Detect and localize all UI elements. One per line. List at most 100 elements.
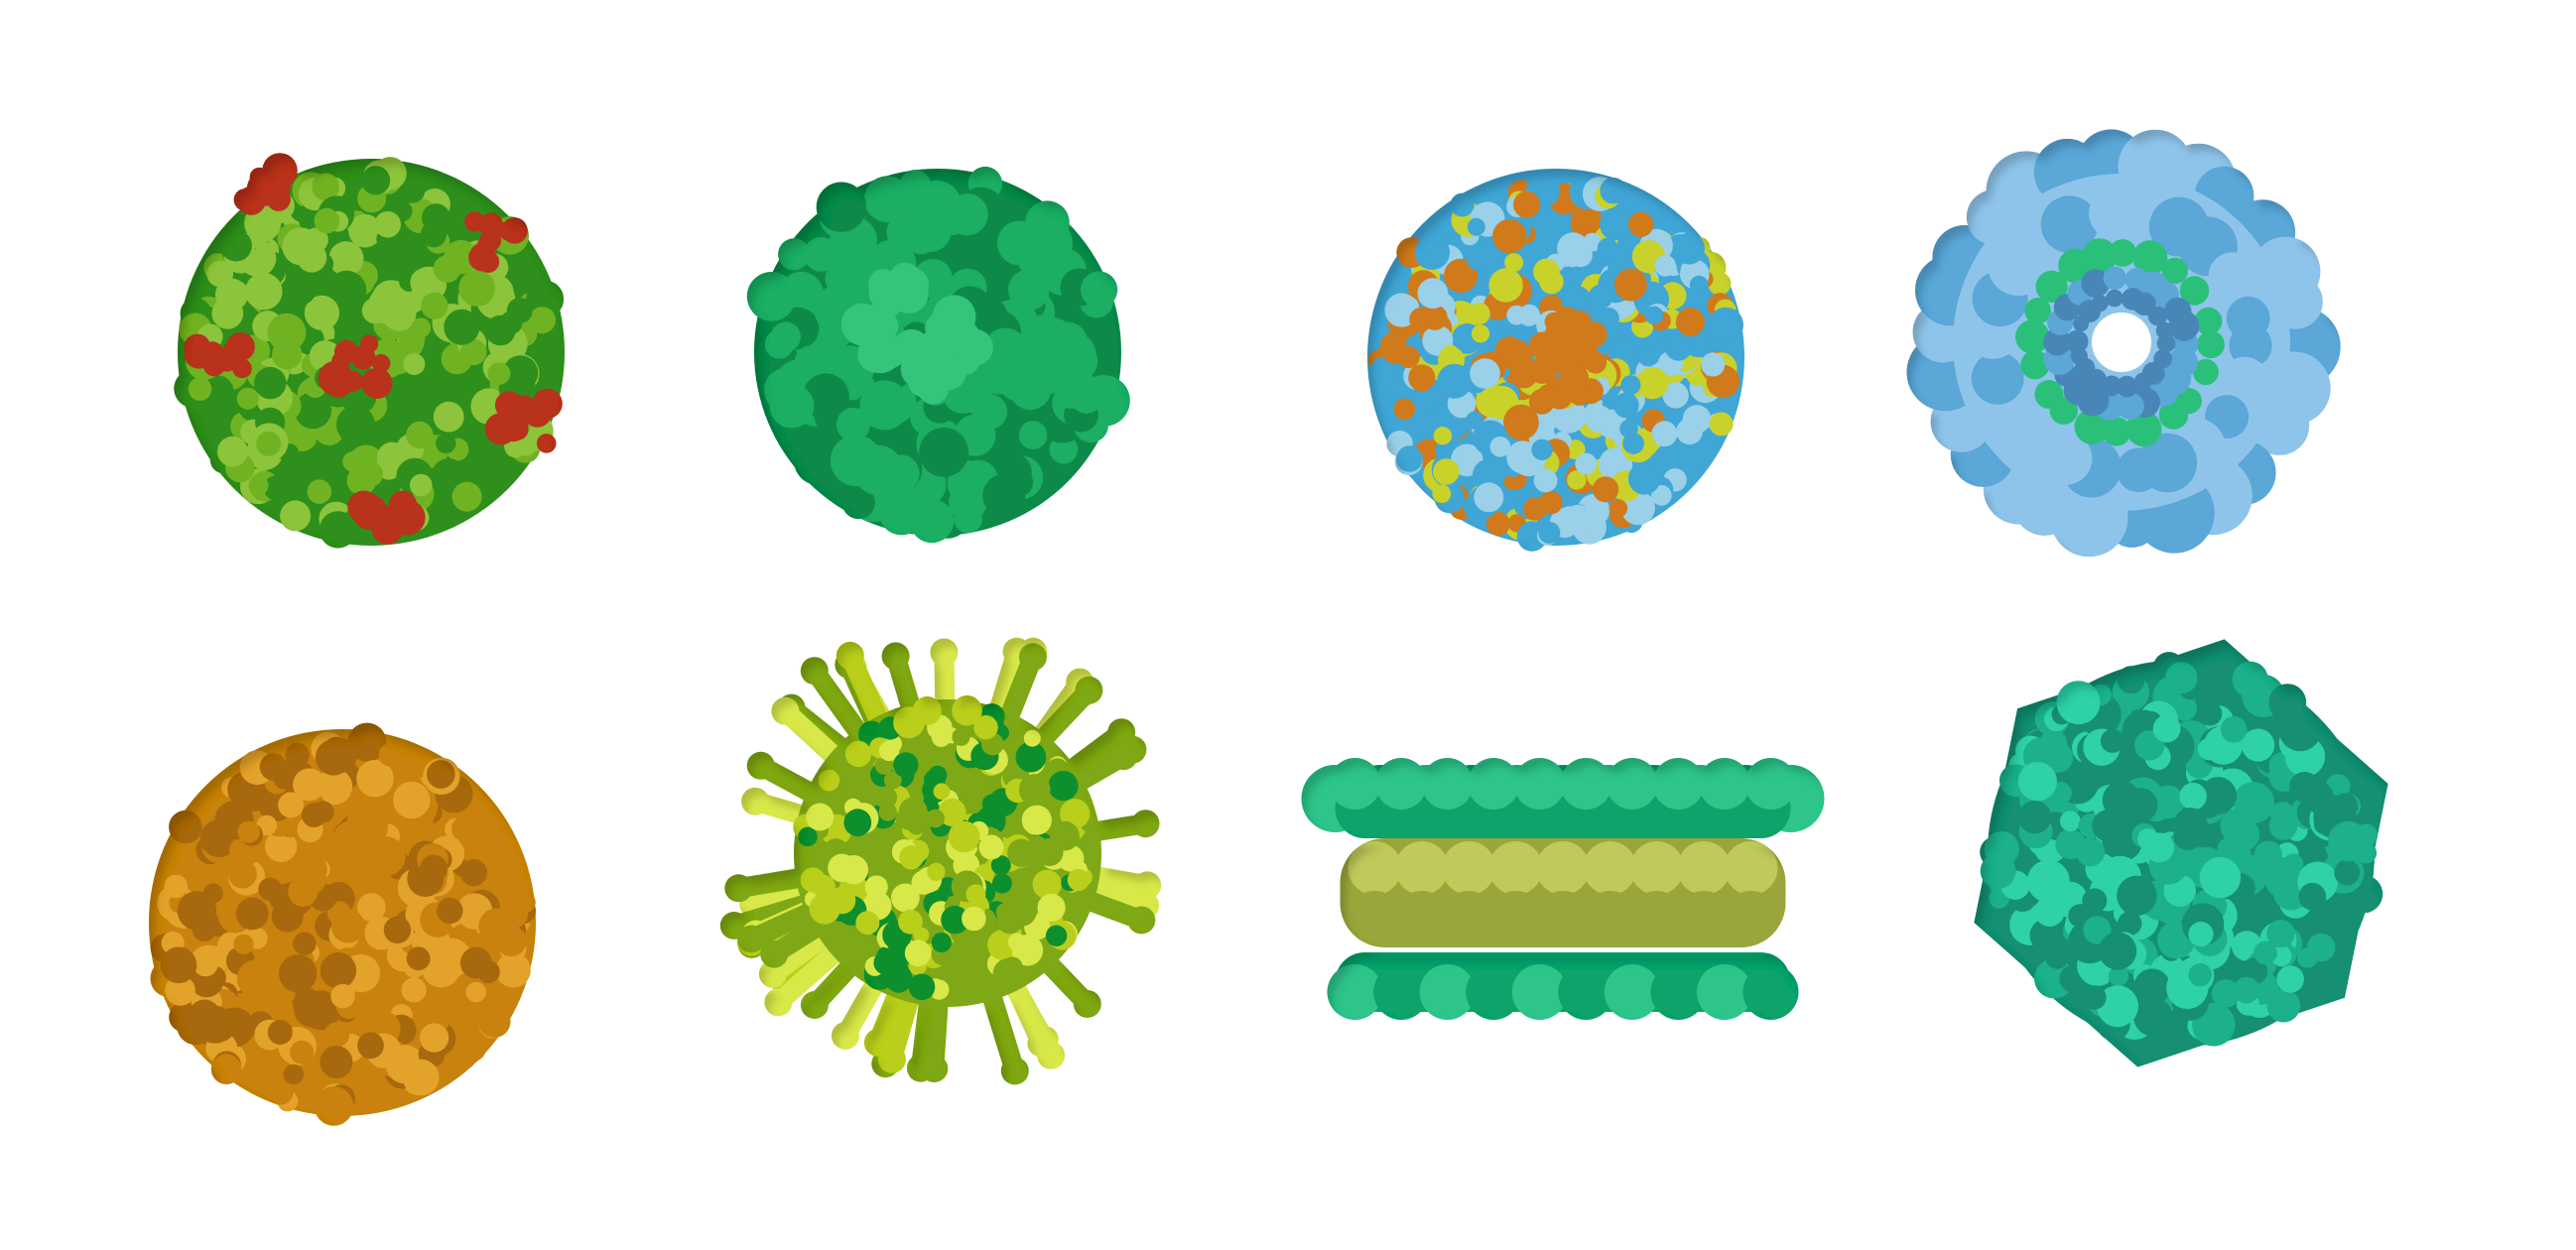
surface-lobe [1020, 314, 1065, 359]
surface-lobe [1971, 351, 2024, 405]
surface-lobe [1571, 203, 1603, 235]
surface-lobe [2020, 350, 2050, 380]
surface-lobe [1476, 385, 1508, 418]
surface-lobe [2065, 329, 2089, 353]
surface-lobe [899, 845, 924, 870]
surface-lobe [372, 354, 391, 373]
surface-lobe [2103, 266, 2126, 290]
surface-lobe [869, 841, 890, 862]
surface-lobe [236, 959, 276, 999]
surface-lobe [1676, 418, 1703, 445]
surface-lobe [2199, 856, 2242, 899]
surface-lobe [991, 873, 1012, 894]
surface-lobe [2161, 257, 2189, 285]
surface-lobe [2168, 311, 2200, 341]
surface-lobe [2091, 295, 2109, 312]
surface-lobe [433, 401, 464, 433]
surface-lobe [436, 433, 456, 454]
surface-lobe [1007, 838, 1036, 867]
surface-lobe [2108, 966, 2129, 987]
spike-tip [832, 1022, 859, 1050]
surface-lobe [816, 182, 867, 232]
surface-lobe [1488, 841, 1543, 895]
surface-lobe [348, 213, 382, 248]
surface-lobe [2266, 988, 2301, 1023]
surface-lobe [794, 436, 843, 486]
virus-particle-3 [1367, 169, 1744, 552]
surface-lobe [290, 1040, 315, 1064]
surface-lobe [884, 964, 913, 993]
surface-lobe [926, 809, 945, 828]
surface-lobe [2133, 997, 2173, 1037]
surface-lobe [498, 220, 519, 241]
surface-lobe [878, 740, 900, 762]
surface-lobe [381, 297, 417, 331]
surface-lobe [210, 1054, 242, 1084]
surface-lobe [1677, 891, 1732, 944]
spike-tip [771, 696, 800, 725]
surface-lobe [952, 695, 982, 726]
surface-lobe [1513, 758, 1566, 810]
surface-lobe [302, 803, 326, 827]
surface-lobe [184, 333, 211, 361]
spike-tip [1018, 643, 1047, 672]
surface-lobe [319, 511, 357, 549]
surface-lobe [853, 444, 904, 495]
surface-lobe [267, 312, 307, 352]
surface-lobe [1373, 964, 1430, 1020]
surface-lobe [334, 339, 358, 364]
surface-lobe [1023, 729, 1041, 747]
virus-particle-2 [746, 166, 1130, 544]
surface-lobe [2040, 195, 2099, 253]
surface-lobe [283, 1063, 304, 1085]
surface-lobe [912, 696, 942, 725]
surface-lobe [1444, 258, 1479, 293]
surface-lobe [2211, 979, 2241, 1008]
surface-lobe [2226, 296, 2270, 340]
surface-lobe [356, 759, 394, 798]
surface-lobe [1049, 435, 1079, 464]
surface-lobe [1394, 891, 1449, 944]
spike-tip [1131, 810, 1160, 838]
surface-lobe [844, 740, 872, 768]
surface-lobe [1048, 771, 1079, 802]
spike-tip [800, 657, 829, 686]
surface-lobe [2179, 782, 2207, 811]
surface-lobe [320, 1046, 353, 1078]
surface-lobe [1604, 964, 1660, 1020]
surface-lobe [1471, 324, 1490, 343]
surface-lobe [421, 292, 449, 319]
surface-lobe [2117, 666, 2145, 694]
surface-lobe [356, 893, 386, 922]
surface-lobe [1538, 521, 1561, 544]
spike-tip [1133, 871, 1162, 900]
virus-particle-8 [1974, 639, 2388, 1067]
surface-lobe [285, 742, 310, 767]
surface-lobe [1511, 964, 1568, 1020]
surface-lobe [1575, 452, 1598, 475]
surface-lobe [1664, 333, 1693, 361]
surface-lobe [2165, 662, 2198, 694]
surface-lobe [295, 862, 326, 895]
surface-lobe [769, 383, 815, 429]
surface-lobe [1698, 758, 1750, 810]
surface-lobe [883, 771, 902, 790]
surface-lobe [1696, 964, 1752, 1020]
surface-lobe [1537, 384, 1559, 406]
spike-tip [800, 991, 829, 1019]
surface-lobe [477, 234, 497, 255]
surface-lobe [1558, 964, 1614, 1020]
surface-lobe [2197, 330, 2225, 359]
surface-lobe [1442, 891, 1496, 944]
surface-lobe [2116, 375, 2138, 398]
surface-lobe [1585, 405, 1613, 434]
surface-lobe [358, 461, 384, 487]
surface-lobe [798, 826, 818, 847]
surface-lobe [236, 387, 259, 410]
surface-lobe [1492, 218, 1527, 254]
surface-lobe [316, 768, 353, 806]
surface-lobe [1556, 248, 1575, 267]
surface-lobe [1070, 381, 1103, 414]
surface-lobe [1636, 366, 1669, 400]
